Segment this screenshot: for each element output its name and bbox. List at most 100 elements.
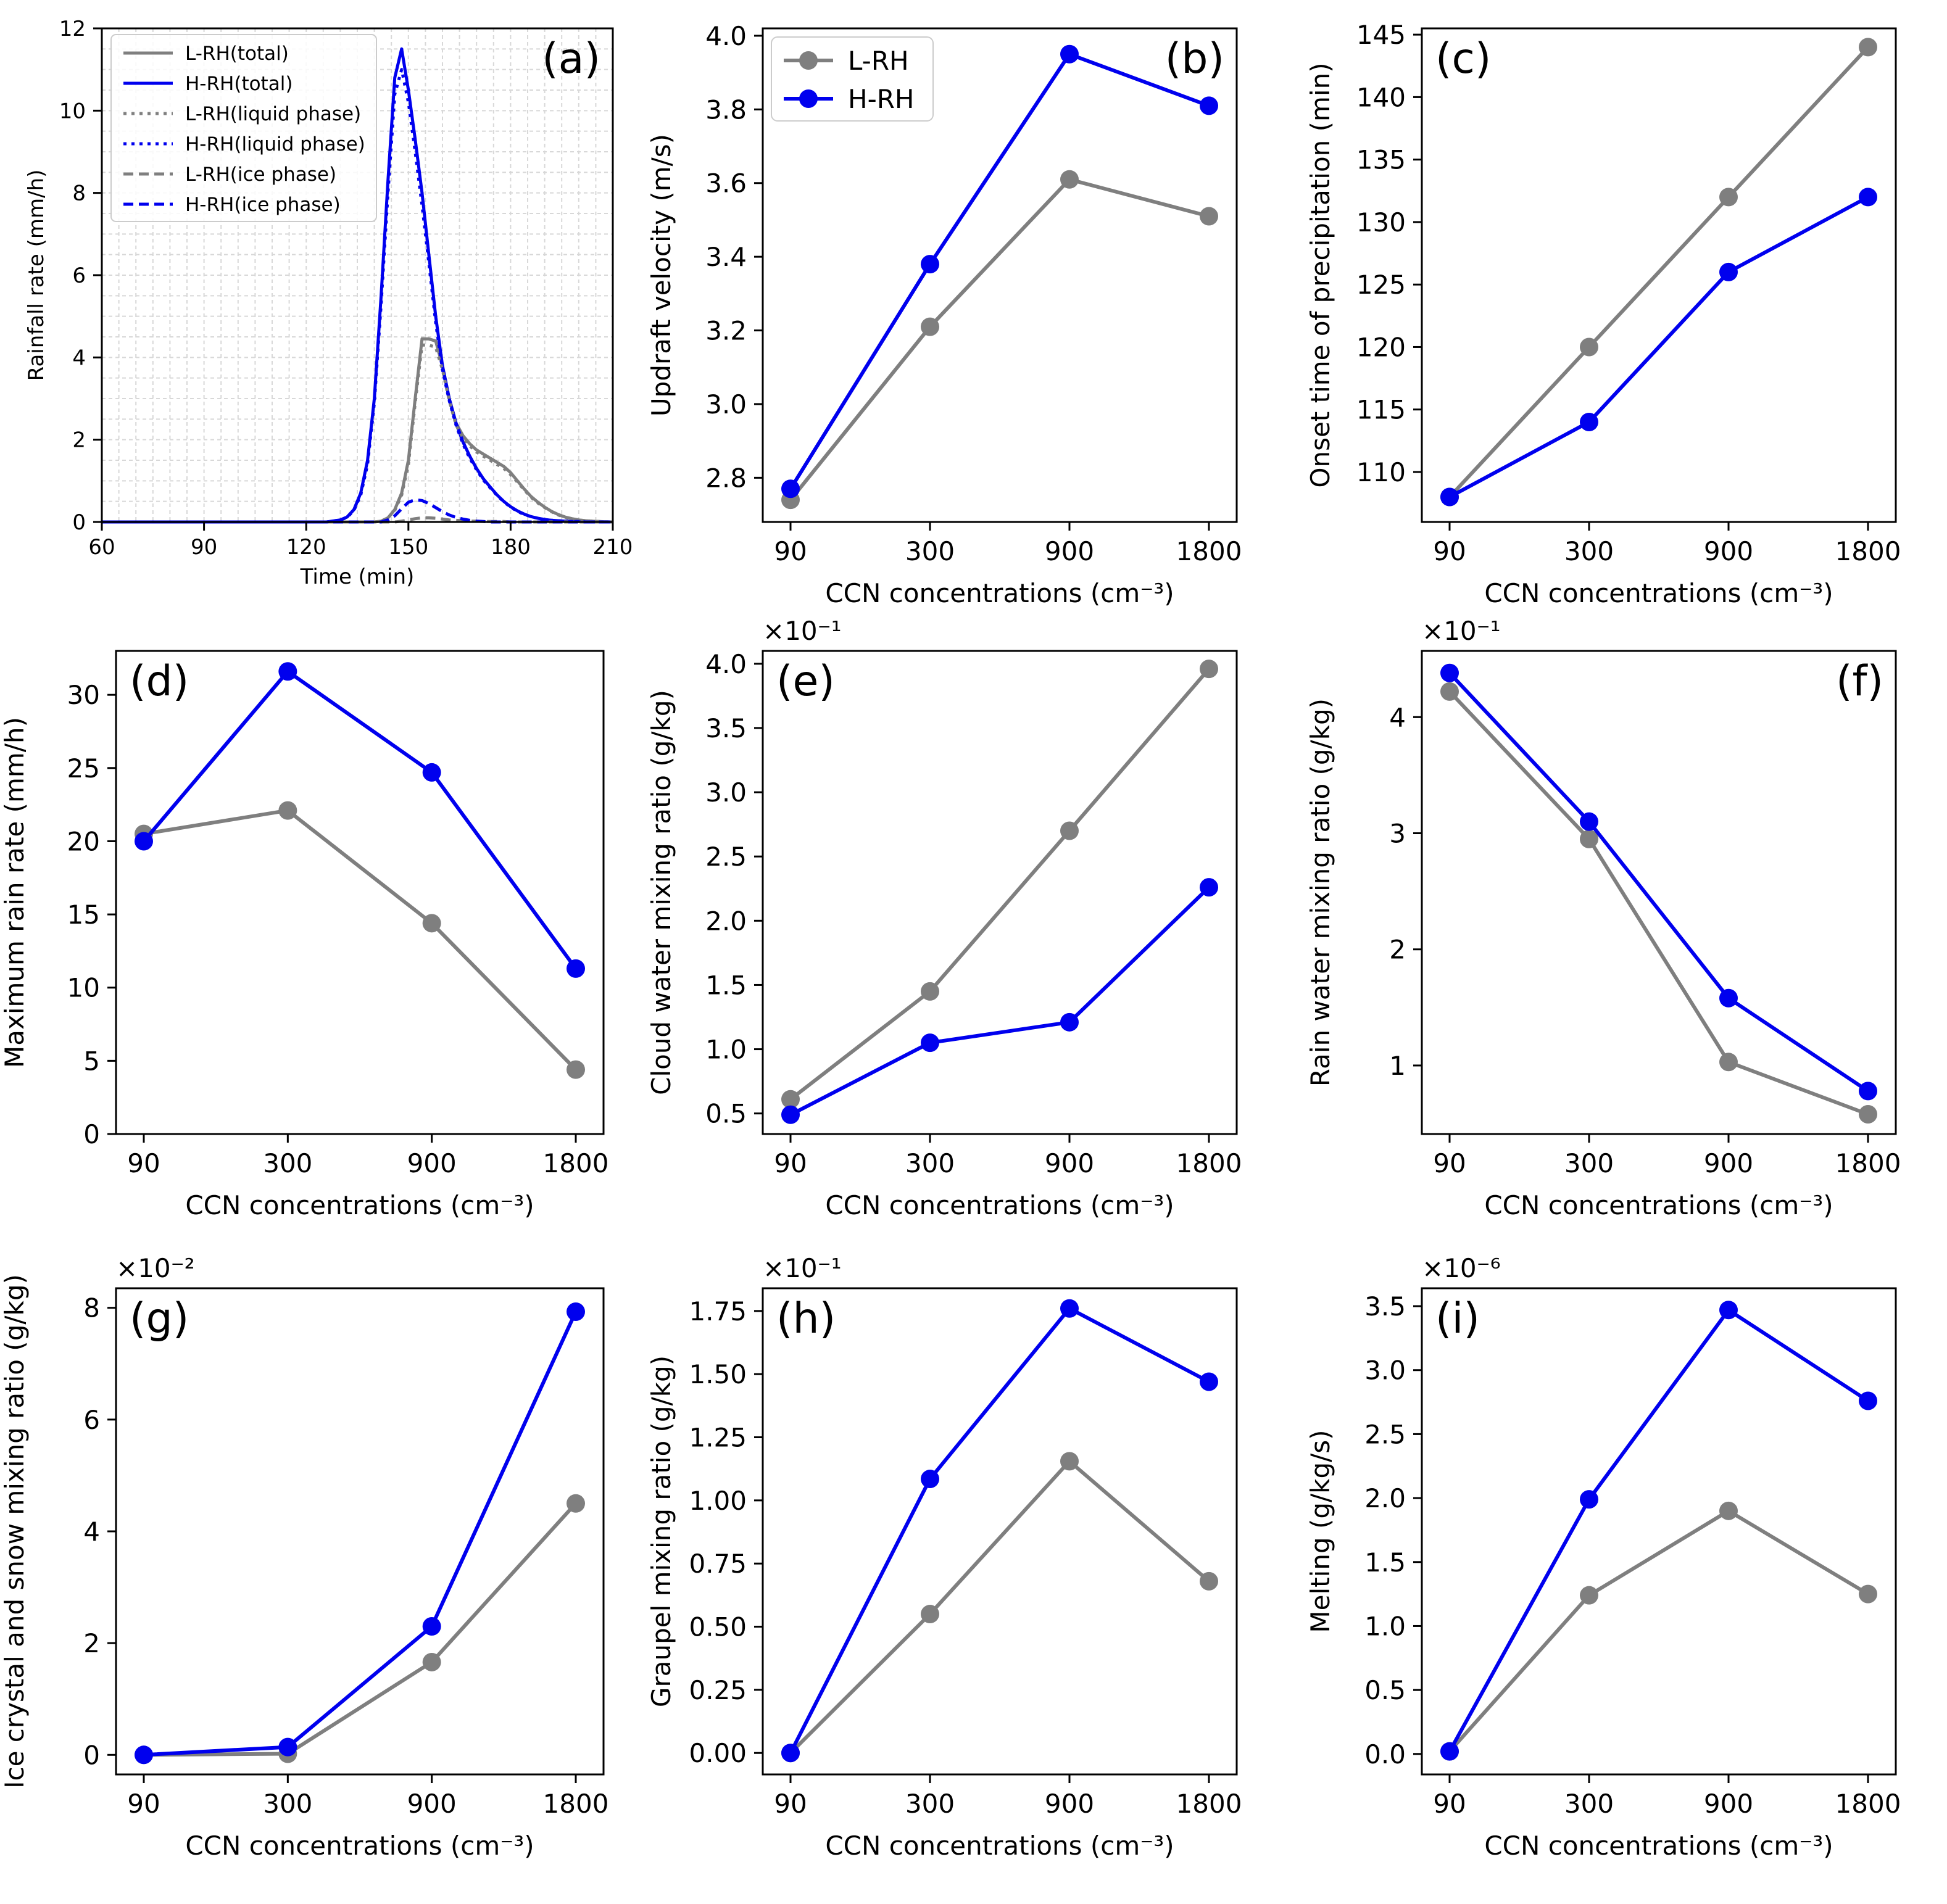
y-tick-label: 3.0 <box>705 777 747 808</box>
data-point-h-rh <box>1859 188 1877 207</box>
x-axis-label: CCN concentrations (cm⁻³) <box>1484 578 1833 608</box>
x-tick-label: 1800 <box>1835 1789 1901 1819</box>
y-tick-label: 1.50 <box>689 1359 747 1389</box>
axes-frame <box>115 1287 605 1776</box>
y-tick-label: 4.0 <box>705 21 747 51</box>
legend-box <box>110 34 377 222</box>
x-tick-label: 150 <box>388 535 428 560</box>
x-tick-label: 300 <box>905 536 955 566</box>
series-line-h-rh-ice-phase <box>102 498 613 524</box>
x-tick-label: 1800 <box>543 1789 609 1819</box>
y-tick-label: 1.00 <box>689 1486 747 1516</box>
x-tick-label: 900 <box>1704 1789 1753 1819</box>
y-tick-label: 3.5 <box>705 713 747 743</box>
legend: L-RH H-RH <box>771 36 934 122</box>
data-point-l-rh <box>1580 1586 1598 1605</box>
data-point-l-rh <box>567 1494 585 1513</box>
data-point-h-rh <box>567 959 585 978</box>
axis-multiplier: ×10⁻¹ <box>1422 616 1501 646</box>
data-point-l-rh <box>278 801 297 820</box>
x-tick-label: 900 <box>1045 1789 1094 1819</box>
x-tick-label: 300 <box>263 1148 312 1178</box>
legend-entry: L-RH(total) <box>185 43 289 65</box>
y-tick-label: 25 <box>67 753 100 784</box>
x-tick-label: 90 <box>774 1789 807 1819</box>
y-tick-label: 1.75 <box>689 1296 747 1327</box>
panel-a: 60 90 120 150 180 210 0 2 4 6 8 10 12 Time (min) Rainf… <box>24 17 633 589</box>
x-tick-label: 900 <box>1704 1148 1753 1178</box>
y-tick-label: 8 <box>72 181 86 206</box>
y-tick-label: 10 <box>59 99 86 123</box>
y-tick-label: 4.0 <box>705 649 747 679</box>
data-point-h-rh <box>781 1105 800 1124</box>
y-tick-label: 15 <box>67 900 100 930</box>
series-line-h-rh <box>789 1306 1210 1754</box>
y-tick-label: 2.0 <box>1364 1483 1406 1513</box>
axis-multiplier: ×10⁻¹ <box>763 1253 842 1283</box>
legend-swatch-marker <box>799 51 818 70</box>
data-point-h-rh <box>1060 1299 1079 1318</box>
y-tick-label: 5 <box>83 1046 100 1076</box>
x-tick-label: 1800 <box>1835 536 1901 566</box>
y-tick-label: 135 <box>1356 145 1406 175</box>
data-point-h-rh <box>422 1616 441 1636</box>
data-point-h-rh <box>1719 988 1738 1008</box>
data-point-h-rh <box>921 1470 939 1489</box>
x-tick-label: 1800 <box>1176 1789 1242 1819</box>
x-tick-label: 180 <box>491 535 531 560</box>
y-tick-label: 0.75 <box>689 1549 747 1579</box>
data-point-h-rh <box>1580 812 1598 831</box>
series-line-h-rh <box>1448 1308 1869 1753</box>
y-tick-label: 3.4 <box>705 242 747 272</box>
x-axis-label: CCN concentrations (cm⁻³) <box>185 1831 534 1861</box>
panel-label: (c) <box>1435 35 1491 83</box>
data-point-l-rh <box>1200 207 1218 226</box>
data-point-l-rh <box>1859 1105 1877 1124</box>
data-point-h-rh <box>781 479 800 499</box>
x-axis-label: CCN concentrations (cm⁻³) <box>825 578 1174 608</box>
x-tick-label: 900 <box>1045 1148 1094 1178</box>
y-tick-label: 0.5 <box>1364 1675 1406 1705</box>
y-tick-label: 110 <box>1356 457 1406 487</box>
legend-entry: H-RH(total) <box>185 73 293 95</box>
y-tick-label: 0.25 <box>689 1675 747 1705</box>
data-point-h-rh <box>1440 663 1459 682</box>
y-axis-label: Melting (g/kg/s) <box>1305 1430 1335 1633</box>
data-point-l-rh <box>1060 170 1079 189</box>
x-tick-label: 300 <box>1564 536 1614 566</box>
y-tick-label: 10 <box>67 973 100 1003</box>
y-tick-label: 30 <box>67 680 100 710</box>
y-tick-label: 145 <box>1356 20 1406 50</box>
legend-entry: H-RH(ice phase) <box>185 194 341 216</box>
y-tick-label: 4 <box>1389 702 1406 732</box>
x-tick-label: 300 <box>263 1789 312 1819</box>
x-tick-label: 1800 <box>543 1148 609 1178</box>
x-axis-label: CCN concentrations (cm⁻³) <box>185 1190 534 1220</box>
panel-label: (a) <box>542 35 600 83</box>
y-tick-label: 2.8 <box>705 463 747 493</box>
x-tick-label: 900 <box>1045 536 1094 566</box>
y-axis-label: Rain water mixing ratio (g/kg) <box>1305 698 1335 1087</box>
x-tick-label: 90 <box>191 535 217 560</box>
y-tick-label: 140 <box>1356 82 1406 112</box>
panel-b: 90 300 900 1800 2.8 3.0 3.2 3.4 3.6 3.8 4.0 CCN con… <box>646 21 1242 608</box>
x-tick-label: 90 <box>1433 1789 1466 1819</box>
y-tick-label: 0 <box>72 510 86 535</box>
x-axis-label: CCN concentrations (cm⁻³) <box>825 1190 1174 1220</box>
panel-d: 90 300 900 1800 0 5 10 15 20 25 30 CCN concentratio… <box>0 650 609 1220</box>
y-tick-label: 6 <box>83 1405 100 1435</box>
y-tick-label: 0.00 <box>689 1738 747 1768</box>
y-tick-label: 0.0 <box>1364 1739 1406 1769</box>
series-line-h-rh <box>1448 195 1869 499</box>
data-point-h-rh <box>1859 1391 1877 1410</box>
axis-multiplier: ×10⁻⁶ <box>1422 1253 1501 1283</box>
y-tick-label: 3.0 <box>705 389 747 420</box>
data-point-h-rh <box>921 255 939 274</box>
x-tick-label: 120 <box>286 535 326 560</box>
x-tick-label: 900 <box>407 1148 457 1178</box>
data-point-h-rh <box>135 1745 153 1765</box>
y-tick-label: 1.0 <box>705 1035 747 1065</box>
y-tick-label: 2.0 <box>705 906 747 936</box>
data-point-l-rh <box>1859 38 1877 57</box>
data-point-h-rh <box>921 1033 939 1053</box>
